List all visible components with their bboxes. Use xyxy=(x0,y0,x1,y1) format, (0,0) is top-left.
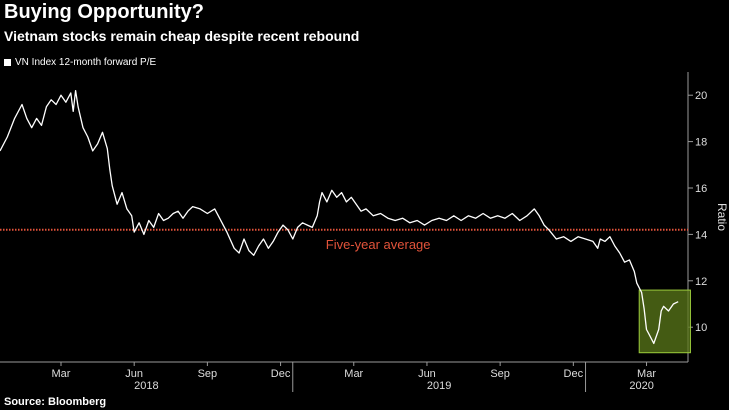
legend-label: VN Index 12-month forward P/E xyxy=(15,57,157,68)
y-tick-label: 12 xyxy=(695,276,707,288)
year-label: 2020 xyxy=(629,380,653,392)
legend: VN Index 12-month forward P/E xyxy=(4,57,156,68)
highlight-box xyxy=(638,289,691,354)
y-tick-label: 20 xyxy=(695,90,707,102)
y-tick-label: 14 xyxy=(695,229,707,241)
x-tick-label: Sep xyxy=(490,368,510,380)
x-tick-label: Jun xyxy=(125,368,143,380)
x-tick-label: Dec xyxy=(271,368,291,380)
year-label: 2018 xyxy=(134,380,158,392)
y-tick-label: 16 xyxy=(695,183,707,195)
year-label: 2019 xyxy=(427,380,451,392)
average-label: Five-year average xyxy=(326,237,431,252)
x-tick-label: Mar xyxy=(344,368,363,380)
x-tick-label: Jun xyxy=(418,368,436,380)
y-tick-label: 10 xyxy=(695,322,707,334)
legend-swatch xyxy=(4,59,11,66)
chart-subtitle: Vietnam stocks remain cheap despite rece… xyxy=(4,28,360,44)
x-tick-label: Sep xyxy=(198,368,218,380)
x-tick-label: Dec xyxy=(564,368,584,380)
source-note: Source: Bloomberg xyxy=(4,396,107,408)
chart-title: Buying Opportunity? xyxy=(4,1,204,23)
x-tick-label: Mar xyxy=(637,368,656,380)
pe-series-line xyxy=(0,89,679,345)
y-axis-label: Ratio xyxy=(715,203,729,231)
y-tick-label: 18 xyxy=(695,137,707,149)
x-tick-label: Mar xyxy=(52,368,71,380)
